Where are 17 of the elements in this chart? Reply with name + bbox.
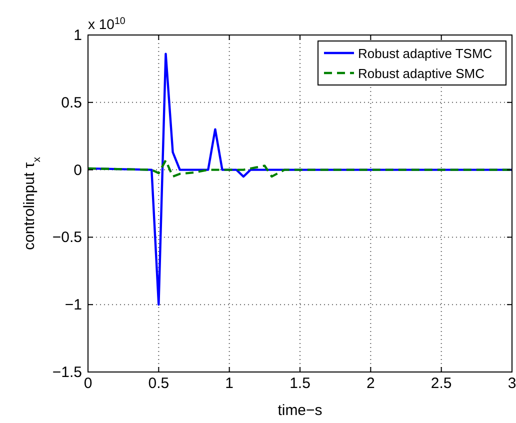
legend-label: Robust adaptive SMC	[358, 66, 484, 81]
line-series	[88, 159, 512, 178]
x-axis-title: time−s	[278, 402, 322, 419]
y-tick-label: −1	[64, 296, 82, 314]
y-tick-label: 0	[74, 162, 82, 179]
x-tick-label: 3	[508, 375, 516, 392]
x-tick-label: 1.5	[290, 375, 310, 392]
y-tick-label: 0.5	[61, 94, 82, 112]
x-tick-label: 0.5	[148, 375, 170, 392]
x-tick-label: 1	[225, 375, 234, 392]
y-tick-label: −0.5	[52, 229, 82, 246]
x-tick-label: 2.5	[430, 375, 452, 392]
y-tick-label: 1	[74, 27, 82, 44]
x-tick-label: 2	[366, 375, 375, 392]
text: x 10$^{10}$	[88, 16, 126, 32]
y-tick-label: −1.5	[52, 364, 82, 381]
legend-label: Robust adaptive TSMC	[358, 46, 492, 61]
